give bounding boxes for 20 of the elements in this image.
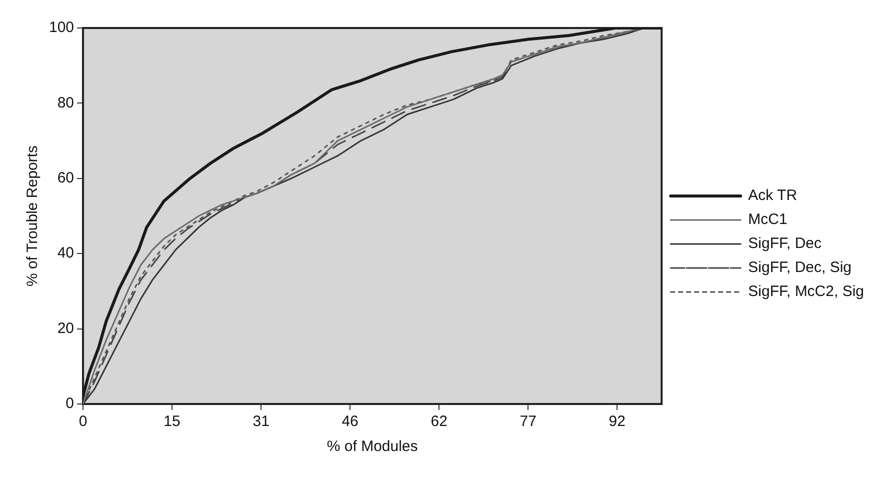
x-tick-label: 62: [430, 413, 448, 430]
legend-label: SigFF, McC2, Sig: [748, 283, 864, 300]
x-tick-label: 31: [252, 413, 270, 430]
y-tick-label: 100: [48, 19, 74, 36]
x-axis-title: % of Modules: [326, 438, 418, 456]
y-tick-label: 40: [57, 244, 74, 262]
x-tick-label: 0: [78, 413, 88, 430]
x-tick-label: 77: [520, 413, 536, 430]
legend-label: SigFF, Dec: [748, 235, 822, 252]
legend-label: McC1: [748, 211, 788, 228]
x-tick-label: 15: [164, 413, 180, 430]
y-tick-label: 0: [66, 395, 74, 412]
legend-label: SigFF, Dec, Sig: [748, 259, 852, 276]
legend-label: Ack TR: [748, 187, 798, 204]
x-tick-label: 46: [342, 413, 358, 430]
x-tick-label: 92: [608, 413, 626, 430]
y-tick-label: 20: [57, 320, 74, 337]
y-axis-title: % of Trouble Reports: [24, 146, 42, 286]
y-tick-label: 60: [57, 170, 74, 187]
y-tick-label: 80: [57, 94, 74, 112]
